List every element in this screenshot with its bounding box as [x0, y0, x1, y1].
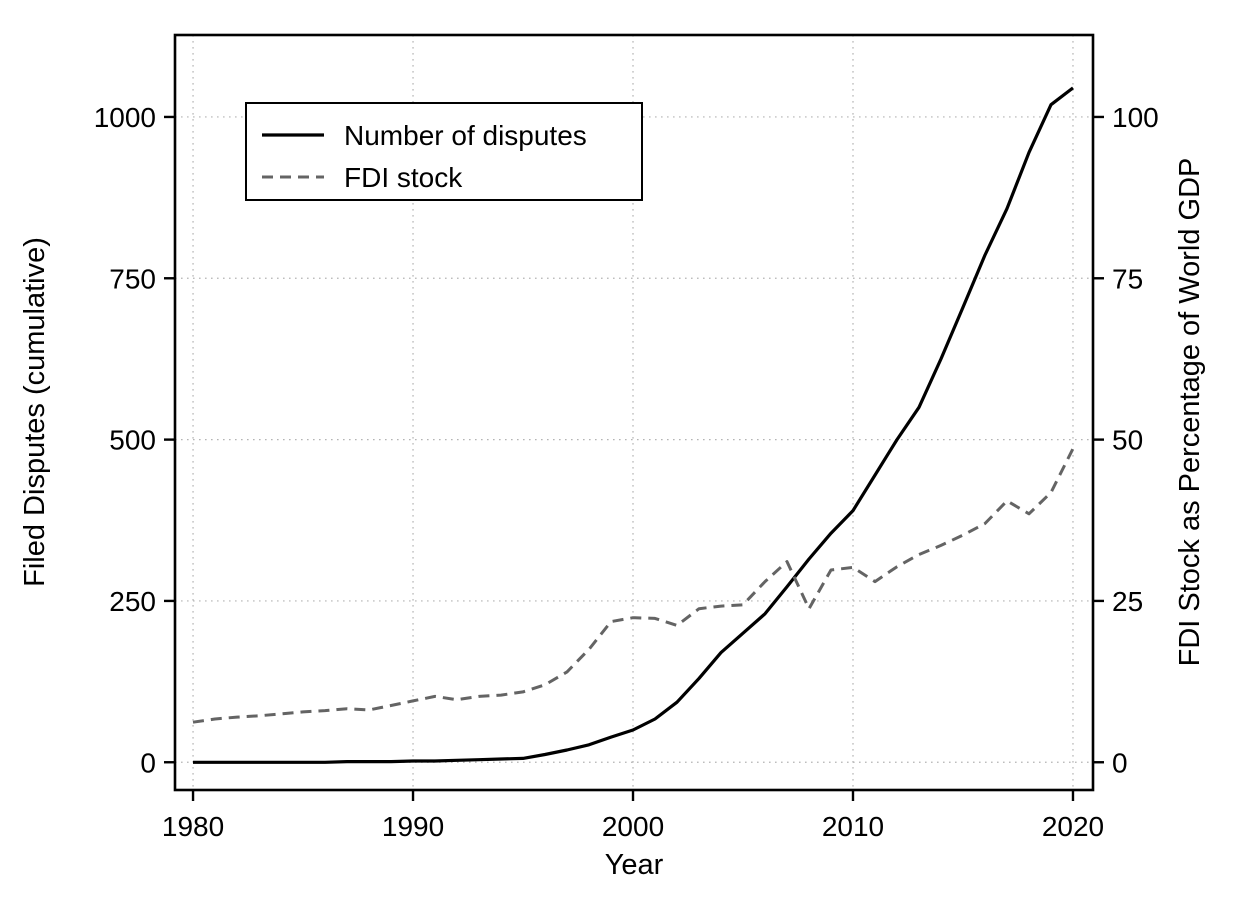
- x-tick-label: 2020: [1042, 811, 1104, 842]
- legend-box: [245, 102, 643, 201]
- data-series: [192, 86, 1075, 764]
- y-axis-right-title: FDI Stock as Percentage of World GDP: [1174, 158, 1206, 667]
- legend-label-fdi: FDI stock: [344, 162, 463, 193]
- disputes-line-path: [193, 86, 1074, 764]
- y-left-tick-label: 750: [109, 263, 156, 294]
- legend: Number of disputes FDI stock: [245, 102, 643, 201]
- x-tick-label: 1990: [382, 811, 444, 842]
- y-right-tick-label: 75: [1112, 263, 1143, 294]
- y-right-tick-label: 50: [1112, 425, 1143, 456]
- axis-tick-labels: 0 0 250 25 500 50 750 75 1000 100 1980 1990 2000 2010…: [94, 102, 1159, 842]
- axis-ticks: [164, 115, 1104, 801]
- y-left-tick-label: 500: [109, 425, 156, 456]
- y-axis-left-title: Filed Disputes (cumulative): [19, 237, 51, 587]
- y-right-tick-label: 0: [1112, 747, 1128, 778]
- fdi-line-path: [192, 447, 1075, 724]
- x-tick-label: 1980: [162, 811, 224, 842]
- x-axis-title: Year: [605, 849, 664, 881]
- y-right-tick-label: 100: [1112, 102, 1159, 133]
- x-tick-label: 2000: [602, 811, 664, 842]
- y-left-tick-label: 250: [109, 586, 156, 617]
- x-tick-label: 2010: [822, 811, 884, 842]
- y-left-tick-label: 1000: [94, 102, 156, 133]
- y-left-tick-label: 0: [140, 747, 156, 778]
- y-right-tick-label: 25: [1112, 586, 1143, 617]
- legend-label-disputes: Number of disputes: [344, 120, 587, 151]
